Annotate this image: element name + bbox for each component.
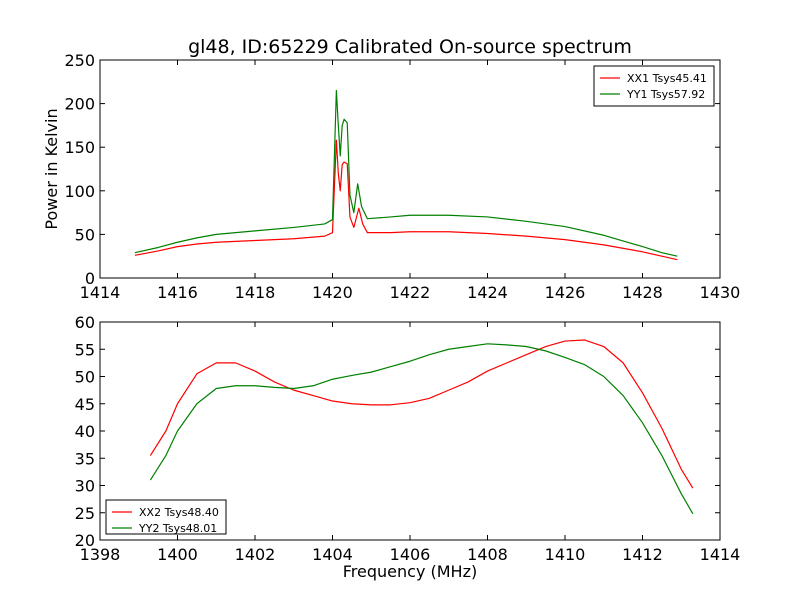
legend-box — [593, 65, 715, 107]
y-tick-label: 40 — [75, 422, 95, 441]
y-tick-label: 100 — [64, 182, 95, 201]
x-tick-label: 1398 — [80, 545, 121, 564]
panel-bottom: 1398 1400 1402 1404 1406 1408 1410 1412 1414 20 25… — [75, 313, 741, 564]
x-tick-label: 1406 — [390, 545, 431, 564]
y-tick-label: 200 — [64, 95, 95, 114]
x-tick-label: 1424 — [467, 283, 508, 302]
y-tick-label: 30 — [75, 477, 95, 496]
x-tick-label: 1402 — [235, 545, 276, 564]
chart-title: gl48, ID:65229 Calibrated On-source spec… — [188, 36, 632, 58]
x-tick-label: 1414 — [80, 283, 121, 302]
y-tick-label: 55 — [75, 340, 95, 359]
series-line-bottom-0 — [149, 339, 694, 489]
x-tick-label: 1416 — [157, 283, 198, 302]
x-tick-label: 1408 — [467, 545, 508, 564]
y-tick-label: 25 — [75, 504, 95, 523]
x-tick-label: 1420 — [312, 283, 353, 302]
legend-label: YY1 Tsys57.92 — [626, 88, 705, 101]
y-tick-label: 250 — [64, 51, 95, 70]
x-tick-label: 1418 — [235, 283, 276, 302]
panel-top: 1414 1416 1418 1420 1422 1424 1426 1428 1430 0 50 1… — [64, 51, 740, 302]
y-tick-label: 50 — [75, 225, 95, 244]
y-tick-label: 45 — [75, 395, 95, 414]
x-tick-label: 1404 — [312, 545, 353, 564]
y-tick-label: 150 — [64, 138, 95, 157]
x-tick-label: 1410 — [545, 545, 586, 564]
x-tick-label: 1426 — [545, 283, 586, 302]
y-tick-label: 60 — [75, 313, 95, 332]
legend-label: XX1 Tsys45.41 — [627, 72, 707, 85]
x-tick-label: 1400 — [157, 545, 198, 564]
x-tick-label: 1414 — [700, 545, 741, 564]
y-axis-label-top: Power in Kelvin — [42, 108, 61, 229]
y-tick-label: 50 — [75, 368, 95, 387]
y-tick-label: 20 — [75, 531, 95, 550]
x-tick-label: 1412 — [622, 545, 663, 564]
legend-label: XX2 Tsys48.40 — [139, 506, 219, 519]
legend-label: YY2 Tsys48.01 — [138, 522, 217, 535]
series-line-top-0 — [134, 139, 678, 261]
x-tick-label: 1428 — [622, 283, 663, 302]
y-tick-label: 35 — [75, 449, 95, 468]
series-line-bottom-1 — [149, 343, 694, 515]
x-tick-label: 1422 — [390, 283, 431, 302]
y-tick-label: 0 — [85, 269, 95, 288]
x-tick-label: 1430 — [700, 283, 741, 302]
series-line-top-1 — [134, 89, 678, 257]
x-axis-label-bottom: Frequency (MHz) — [343, 562, 477, 581]
